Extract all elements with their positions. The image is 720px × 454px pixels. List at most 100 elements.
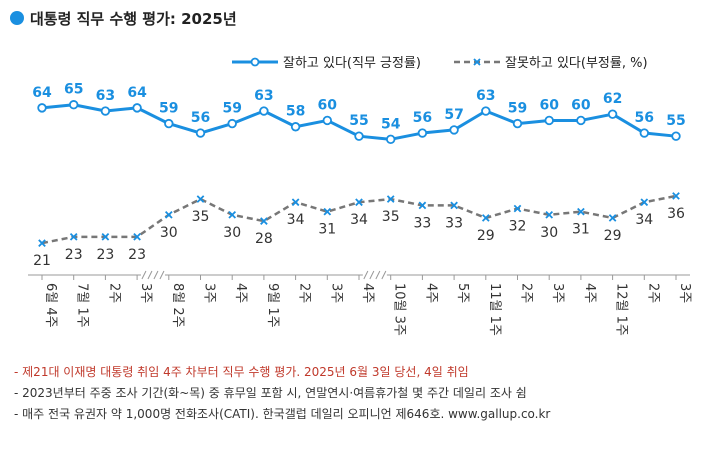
data-point-negative: [513, 204, 522, 213]
axis-break-mark: [141, 270, 147, 280]
data-point-negative: [577, 207, 585, 216]
data-label-negative: 34: [350, 212, 368, 228]
x-tick-label: 4주: [233, 283, 248, 303]
axis-break-mark: [375, 270, 381, 280]
data-point-positive: [132, 103, 142, 113]
x-tick-label: 10월 3주: [392, 283, 407, 336]
legend-label-negative: 잘못하고 있다(부정률, %): [505, 56, 648, 71]
data-label-negative: 28: [255, 231, 273, 247]
data-label-positive: 65: [64, 82, 83, 98]
x-tick-label: 3주: [328, 283, 343, 303]
data-point-positive: [639, 128, 649, 138]
legend: 잘하고 있다(직무 긍정률) 잘못하고 있다(부정률, %): [232, 56, 648, 71]
data-point-positive: [227, 118, 237, 129]
data-point-negative: [228, 210, 237, 219]
legend-label-positive: 잘하고 있다(직무 긍정률): [283, 56, 421, 71]
data-label-negative: 30: [223, 225, 241, 241]
legend-marker-positive: [250, 57, 260, 67]
data-label-positive: 63: [96, 88, 115, 104]
data-label-negative: 29: [604, 228, 622, 244]
data-label-positive: 55: [349, 113, 368, 129]
data-point-negative: [672, 192, 680, 200]
data-label-positive: 63: [254, 88, 273, 104]
footnote-2: - 2023년부터 주중 조사 기간(화~목) 중 휴무일 포함 시, 연말연시…: [14, 386, 527, 400]
data-label-negative: 23: [96, 247, 114, 263]
data-label-positive: 59: [508, 101, 527, 117]
data-point-positive: [164, 118, 174, 129]
x-tick-label: 12월 1주: [614, 283, 629, 336]
data-point-negative: [133, 232, 141, 241]
data-point-negative: [640, 198, 649, 207]
data-label-negative: 32: [509, 219, 527, 235]
data-point-positive: [607, 109, 618, 119]
data-label-negative: 29: [477, 228, 495, 244]
data-point-negative: [38, 239, 46, 247]
footnote-3: - 매주 전국 유권자 약 1,000명 전화조사(CATI). 한국갤럽 데일…: [14, 407, 551, 421]
data-point-negative: [481, 214, 490, 222]
data-label-positive: 64: [32, 85, 52, 101]
axis-break-mark: [369, 270, 375, 280]
data-point-positive: [37, 103, 47, 113]
x-tick-label: 3주: [677, 283, 692, 303]
data-label-positive: 55: [666, 113, 685, 129]
data-point-positive: [544, 115, 554, 126]
x-tick-label: 9월 1주: [265, 283, 280, 328]
x-tick-label: 6월 4주: [43, 283, 58, 328]
x-tick-label: 3주: [202, 283, 217, 303]
data-point-negative: [608, 214, 617, 222]
axis-break-mark: [153, 270, 159, 280]
data-label-positive: 59: [222, 101, 241, 117]
line-chart: 잘하고 있다(직무 긍정률) 잘못하고 있다(부정률, %) 64 65 63 64 59…: [28, 56, 692, 336]
data-label-positive: 59: [159, 101, 178, 117]
data-label-negative: 33: [445, 215, 463, 231]
data-label-negative: 30: [540, 225, 558, 241]
data-point-negative: [69, 232, 78, 241]
data-point-negative: [164, 210, 173, 219]
data-label-negative: 23: [65, 247, 83, 263]
x-axis: 6월 4주 7월 1주 2주 3주 8월 2주 3주 4주 9월 1주 2주 3주 4주 10월 3주…: [28, 270, 692, 336]
data-label-negative: 36: [667, 206, 685, 222]
data-point-negative: [196, 195, 205, 203]
data-point-negative: [545, 210, 554, 219]
title-bullet-icon: [10, 11, 24, 25]
x-tick-label: 4주: [360, 283, 375, 303]
data-point-positive: [100, 106, 111, 116]
x-tick-label: 3주: [550, 283, 565, 303]
data-label-positive: 54: [381, 116, 401, 132]
data-point-positive: [449, 125, 459, 135]
data-label-positive: 62: [603, 91, 622, 107]
x-tick-label: 4주: [582, 283, 597, 303]
axis-break-mark: [159, 270, 165, 280]
data-point-positive: [68, 100, 79, 110]
series-negative: 21 23 23 23 30 35 30 28 34 31 34 35 33 33 29 32 30 31 29 34…: [33, 192, 685, 269]
data-label-negative: 23: [128, 247, 146, 263]
data-point-positive: [259, 106, 269, 116]
data-point-positive: [195, 128, 206, 138]
data-point-negative: [450, 201, 458, 210]
data-point-positive: [322, 115, 332, 126]
x-tick-label: 4주: [423, 283, 438, 303]
data-label-positive: 60: [571, 97, 591, 113]
data-point-positive: [417, 128, 428, 138]
data-label-negative: 35: [382, 209, 400, 225]
x-tick-label: 3주: [138, 283, 153, 303]
data-label-positive: 56: [635, 110, 654, 126]
x-tick-label: 7월 1주: [75, 283, 90, 328]
data-point-negative: [386, 195, 395, 203]
data-label-positive: 60: [318, 97, 338, 113]
data-point-negative: [101, 232, 110, 241]
data-label-negative: 34: [635, 212, 653, 228]
data-label-negative: 21: [33, 253, 51, 269]
series-positive: 64 65 63 64 59 56 59 63 58 60 55 54 56 57 63 59 60 60 62 56…: [32, 82, 686, 145]
data-label-negative: 31: [572, 222, 590, 238]
data-label-positive: 60: [539, 97, 559, 113]
data-point-negative: [291, 198, 300, 207]
data-point-positive: [671, 131, 681, 141]
axis-break-gap: [140, 271, 165, 279]
axis-break-mark: [363, 270, 369, 280]
data-point-positive: [386, 134, 396, 145]
data-label-positive: 63: [476, 88, 495, 104]
x-tick-label: 11월 1주: [487, 283, 502, 336]
data-point-positive: [481, 106, 491, 116]
axis-break-gap: [362, 271, 387, 279]
